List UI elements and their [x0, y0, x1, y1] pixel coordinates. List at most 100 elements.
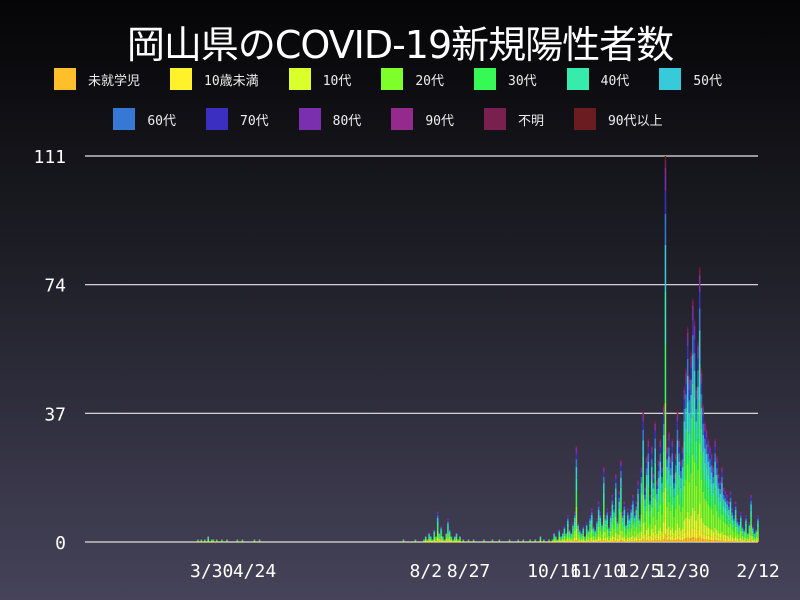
bar-segment	[580, 532, 583, 534]
bar-segment	[615, 475, 617, 479]
bar-segment	[661, 469, 663, 473]
bar-segment	[688, 538, 691, 542]
bar-segment	[597, 541, 600, 542]
bar-segment	[539, 541, 542, 543]
bar-segment	[674, 472, 677, 484]
bar-segment	[553, 541, 555, 542]
bar-segment	[472, 539, 475, 540]
bar-segment	[431, 539, 434, 541]
bar-segment	[563, 540, 566, 542]
bar-segment	[652, 482, 655, 489]
bar-segment	[594, 541, 597, 542]
bar-segment	[666, 467, 668, 479]
legend-label: 80代	[332, 113, 362, 129]
bar-segment	[567, 541, 569, 542]
bar-segment	[443, 540, 446, 541]
bar-segment	[606, 507, 608, 508]
bar-segment	[671, 504, 674, 528]
bar-segment	[733, 538, 735, 541]
bar-segment	[650, 445, 653, 448]
bar-segment	[551, 539, 554, 541]
bar-segment	[621, 515, 624, 518]
bar-segment	[454, 535, 456, 536]
bar-segment	[616, 540, 619, 542]
bar-segment	[558, 528, 561, 530]
x-tick-label: 8/2	[410, 561, 443, 582]
bar-segment	[668, 501, 670, 527]
bar-segment	[726, 493, 728, 495]
bar-segment	[436, 510, 439, 512]
bar-segment	[666, 528, 668, 537]
bar-segment	[567, 527, 569, 532]
bar-segment	[236, 540, 239, 541]
bar-segment	[579, 541, 581, 542]
bar-segment	[649, 497, 651, 501]
bar-segment	[680, 477, 682, 488]
bar-segment	[618, 523, 620, 535]
bar-segment	[632, 539, 634, 542]
bar-segment	[645, 468, 648, 476]
bar-segment	[741, 527, 744, 529]
bar-segment	[649, 493, 651, 495]
bar-segment	[656, 493, 658, 502]
bar-segment	[728, 501, 730, 503]
bar-segment	[241, 538, 244, 540]
bar-segment	[709, 459, 711, 468]
bar-segment	[750, 497, 752, 501]
bar-segment	[573, 512, 576, 514]
bar-segment	[455, 533, 458, 534]
bar-segment	[615, 474, 617, 476]
bar-segment	[606, 539, 608, 542]
bar-segment	[717, 473, 720, 475]
bar-segment	[620, 511, 622, 531]
bar-segment	[580, 538, 583, 541]
bar-segment	[445, 541, 448, 542]
bar-segment	[585, 539, 588, 541]
bar-segment	[666, 445, 668, 448]
bar-segment	[447, 518, 449, 520]
bar-segment	[455, 532, 458, 534]
bar-segment	[659, 461, 662, 475]
bar-segment	[700, 531, 703, 539]
bar-segment	[615, 540, 617, 542]
bar-segment	[719, 479, 722, 481]
bar-segment	[556, 541, 559, 543]
bar-segment	[553, 535, 555, 537]
bar-segment	[745, 538, 747, 541]
bar-segment	[753, 540, 756, 542]
bar-segment	[428, 541, 430, 543]
bar-segment	[448, 530, 451, 532]
bar-segment	[669, 497, 672, 511]
bar-segment	[597, 539, 600, 542]
bar-segment	[681, 467, 684, 479]
bar-segment	[662, 434, 665, 452]
bar-segment	[746, 540, 749, 542]
bar-segment	[604, 516, 607, 519]
bar-segment	[649, 517, 651, 525]
bar-segment	[236, 540, 239, 542]
bar-segment	[637, 479, 639, 481]
bar-segment	[207, 541, 209, 542]
bar-segment	[745, 515, 747, 517]
bar-segment	[517, 540, 519, 542]
bar-segment	[633, 540, 636, 542]
bar-segment	[645, 510, 648, 530]
bar-segment	[716, 540, 718, 542]
bar-segment	[728, 520, 730, 527]
bar-segment	[656, 488, 658, 494]
bar-segment	[654, 479, 656, 499]
bar-segment	[558, 541, 561, 542]
bar-segment	[402, 539, 405, 541]
bar-segment	[662, 491, 665, 523]
bar-segment	[626, 508, 629, 511]
bar-segment	[440, 524, 442, 526]
bar-segment	[680, 466, 682, 472]
bar-segment	[693, 326, 696, 331]
bar-segment	[543, 540, 545, 542]
bar-segment	[584, 541, 586, 543]
bar-segment	[697, 370, 699, 387]
bar-segment	[221, 541, 223, 543]
bar-segment	[601, 539, 603, 541]
bar-segment	[685, 373, 687, 377]
legend-swatch	[170, 68, 193, 90]
